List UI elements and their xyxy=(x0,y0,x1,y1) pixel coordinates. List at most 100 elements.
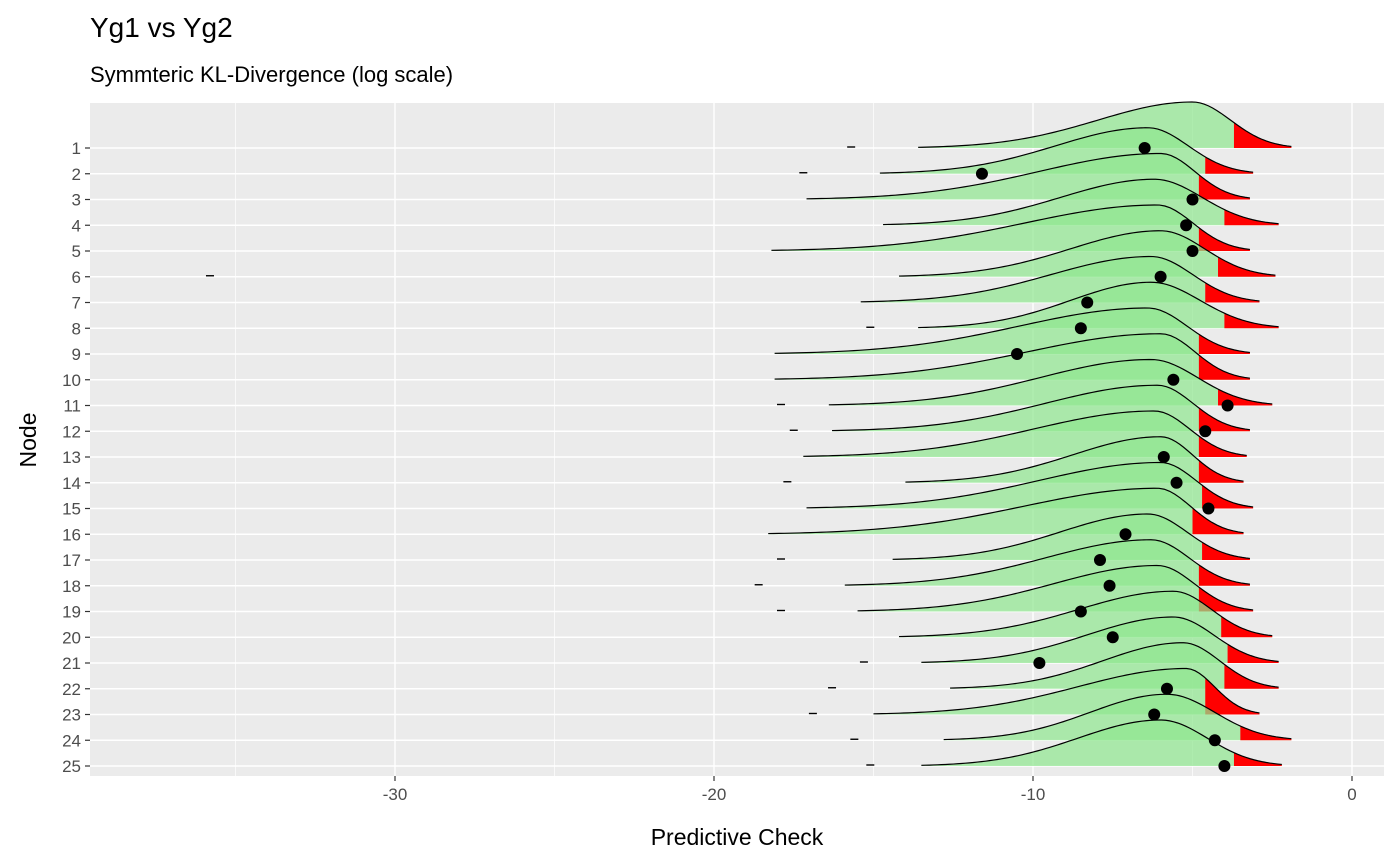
x-axis-title: Predictive Check xyxy=(651,824,824,850)
x-axis: -30 -20 -10 0 xyxy=(383,776,1357,804)
y-tick-label: 12 xyxy=(62,422,81,441)
density-outline xyxy=(768,487,1244,535)
x-tick-label: 0 xyxy=(1347,785,1356,804)
tail-area xyxy=(1205,282,1260,303)
tail-area xyxy=(1227,644,1279,663)
observed-point xyxy=(1033,657,1046,669)
tail-area xyxy=(1198,564,1250,586)
observed-point xyxy=(1157,451,1170,463)
density-outline xyxy=(860,255,1260,303)
density-area xyxy=(918,102,1292,148)
tail-area xyxy=(1198,334,1250,354)
tail-area xyxy=(1202,542,1250,560)
density-outline xyxy=(892,513,1250,560)
density-outline xyxy=(921,616,1279,663)
density-area xyxy=(899,230,1276,277)
observed-point xyxy=(1202,502,1215,515)
observed-point xyxy=(1221,399,1234,412)
y-tick-label: 8 xyxy=(72,319,81,338)
tail-area xyxy=(1240,726,1292,741)
density-outline xyxy=(832,384,1250,432)
y-tick-label: 19 xyxy=(62,603,81,622)
y-tick-label: 4 xyxy=(72,216,81,235)
tail-area xyxy=(1224,664,1279,689)
density-outline xyxy=(883,178,1279,226)
observed-point xyxy=(1119,528,1132,541)
tail-area xyxy=(1198,227,1250,251)
density-area xyxy=(921,720,1282,766)
density-outline xyxy=(921,719,1282,766)
density-outline xyxy=(806,461,1254,509)
y-tick-label: 11 xyxy=(63,397,81,416)
y-tick-label: 18 xyxy=(62,577,81,596)
tail-area xyxy=(1198,436,1247,457)
ridge-node-6 xyxy=(205,230,1276,277)
y-tick-label: 22 xyxy=(62,680,81,699)
tail-area xyxy=(1198,174,1250,200)
tail-area xyxy=(1224,209,1279,226)
observed-point xyxy=(1011,348,1024,360)
y-axis-title: Node xyxy=(15,413,41,468)
x-tick-label: -10 xyxy=(1021,785,1046,804)
y-tick-label: 16 xyxy=(62,525,81,544)
y-tick-label: 7 xyxy=(72,294,81,313)
observed-points xyxy=(975,142,1234,772)
y-tick-label: 23 xyxy=(62,706,81,725)
y-tick-label: 3 xyxy=(72,191,81,210)
tail-area xyxy=(1198,407,1250,432)
observed-point xyxy=(1186,245,1199,257)
tail-area xyxy=(1205,156,1254,174)
observed-point xyxy=(1208,734,1221,747)
y-tick-label: 5 xyxy=(72,242,81,261)
density-outline xyxy=(828,358,1273,406)
density-area xyxy=(943,694,1292,741)
y-tick-label: 15 xyxy=(62,500,81,519)
chart-title: Yg1 vs Yg2 xyxy=(90,12,233,43)
density-area xyxy=(918,282,1279,329)
tail-area xyxy=(1218,256,1276,277)
observed-point xyxy=(1103,579,1116,592)
observed-point xyxy=(1074,605,1087,618)
density-outline xyxy=(857,564,1254,612)
density-outline xyxy=(943,693,1292,741)
density-outline xyxy=(950,642,1279,689)
tail-area xyxy=(1233,122,1292,148)
x-tick-label: -20 xyxy=(702,785,727,804)
tail-area xyxy=(1221,616,1273,638)
tail-area xyxy=(1205,677,1260,715)
tail-area xyxy=(1198,355,1250,380)
density-outline xyxy=(771,204,1250,251)
tail-area xyxy=(1192,508,1244,535)
observed-point xyxy=(1138,142,1151,154)
density-outline xyxy=(879,127,1254,174)
y-tick-label: 9 xyxy=(72,345,81,364)
y-tick-label: 21 xyxy=(62,654,81,673)
density-outline xyxy=(806,152,1251,200)
observed-point xyxy=(1093,554,1106,566)
density-outline xyxy=(918,281,1279,329)
tail-area xyxy=(1224,313,1279,329)
y-tick-label: 20 xyxy=(62,628,81,647)
chart-subtitle: Symmteric KL-Divergence (log scale) xyxy=(90,62,454,87)
observed-point xyxy=(1160,682,1173,695)
tail-area xyxy=(1233,752,1282,766)
observed-point xyxy=(1081,296,1094,309)
density-outline xyxy=(803,410,1247,457)
observed-point xyxy=(1186,193,1199,206)
y-tick-label: 10 xyxy=(62,371,81,390)
y-tick-label: 14 xyxy=(62,474,81,493)
ridge-node-1 xyxy=(847,101,1292,148)
y-tick-label: 24 xyxy=(62,731,81,750)
density-outline xyxy=(899,230,1276,277)
y-tick-label: 2 xyxy=(72,165,81,184)
observed-point xyxy=(1154,270,1167,283)
density-outline xyxy=(774,307,1250,354)
observed-point xyxy=(1180,219,1193,232)
y-axis: 1234567891011121314151617181920212223242… xyxy=(62,139,90,776)
tail-area xyxy=(1198,587,1254,612)
y-tick-label: 17 xyxy=(62,551,81,570)
density-ridges xyxy=(205,101,1292,766)
density-outline xyxy=(918,101,1292,148)
density-outline xyxy=(873,667,1260,715)
